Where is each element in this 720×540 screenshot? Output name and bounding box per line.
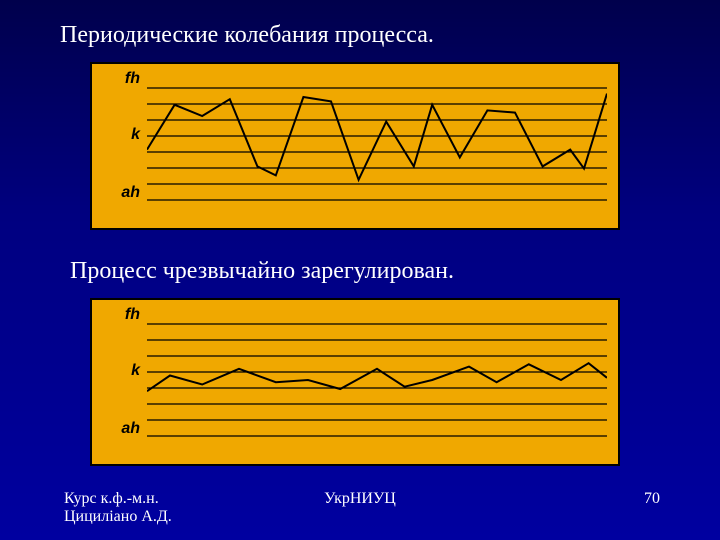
chart-periodic: fh k ah (90, 62, 620, 230)
chart2-line (147, 363, 607, 391)
chart1-grid (147, 88, 607, 200)
ylabel-k-2: k (92, 362, 140, 380)
chart-overregulated: fh k ah (90, 298, 620, 466)
slide: Периодические колебания процесса. fh k a… (0, 0, 720, 540)
chart2-svg (147, 312, 607, 452)
ylabel-ah: ah (92, 184, 140, 202)
chart1-ylabels: fh k ah (92, 64, 142, 228)
chart2-grid (147, 324, 607, 436)
footer: Курс к.ф.-м.н. Цициліано А.Д. УкрНИУЦ 70 (0, 490, 720, 530)
footer-left-line2: Цициліано А.Д. (64, 508, 172, 525)
chart1-line (147, 94, 607, 180)
footer-org: УкрНИУЦ (0, 490, 720, 508)
ylabel-fh-2: fh (92, 306, 140, 324)
chart1-plot (147, 76, 607, 216)
chart2-ylabels: fh k ah (92, 300, 142, 464)
ylabel-ah-2: ah (92, 420, 140, 438)
chart2-plot (147, 312, 607, 452)
heading-periodic: Периодические колебания процесса. (60, 22, 434, 49)
heading-overregulated: Процесс чрезвычайно зарегулирован. (70, 258, 454, 285)
chart1-svg (147, 76, 607, 216)
page-number: 70 (644, 490, 660, 508)
ylabel-k: k (92, 126, 140, 144)
ylabel-fh: fh (92, 70, 140, 88)
